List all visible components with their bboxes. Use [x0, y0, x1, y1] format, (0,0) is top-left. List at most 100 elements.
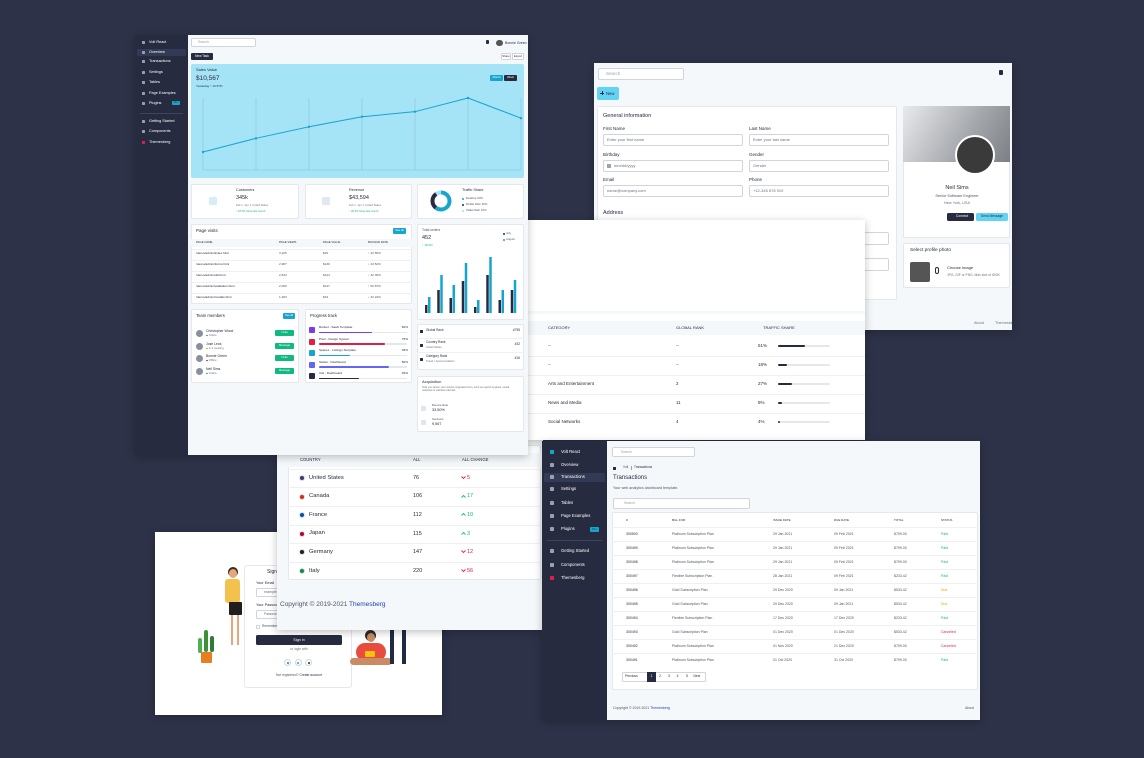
table-cell: $799.00	[894, 643, 907, 648]
table-cell: 31 Oct 2020	[834, 657, 854, 662]
member-action[interactable]	[275, 330, 294, 336]
see-all-button[interactable]	[283, 313, 295, 319]
table-cell: /demo/admin/forms.html	[196, 262, 230, 267]
export-button[interactable]	[512, 53, 524, 60]
nav-item[interactable]: Themesberg	[561, 575, 585, 581]
table-cell: Gold Subscription Plan	[672, 629, 708, 634]
nav-item[interactable]: Transactions	[561, 474, 585, 480]
page-link[interactable]: Next	[693, 674, 701, 679]
card-value: 452	[422, 234, 432, 241]
nav-item[interactable]: Plugins	[149, 100, 162, 105]
bell-icon	[999, 70, 1003, 75]
new-task-button[interactable]	[191, 53, 213, 60]
table-cell: $533.42	[894, 587, 907, 592]
table-cell: Platinum Subscription Plan	[672, 559, 714, 564]
search-box[interactable]	[191, 38, 256, 47]
progress-bar	[319, 354, 350, 356]
table-cell: 09 Jan 2021	[834, 601, 854, 606]
card-title: Sales Value	[196, 66, 218, 72]
input[interactable]	[749, 160, 889, 172]
footer-link[interactable]: Themesberg	[995, 320, 1012, 325]
nav-item[interactable]: Settings	[561, 486, 577, 492]
page-link[interactable]: 2	[659, 674, 661, 679]
table-cell: Flexible Subscription Plan	[672, 573, 713, 578]
copyright: Copyright © 2019-2021	[280, 601, 349, 609]
photo-thumb	[910, 262, 930, 282]
checkbox[interactable]	[256, 625, 260, 629]
member-status: In a meeting	[208, 346, 224, 350]
create-account-link[interactable]: Create account	[299, 673, 322, 678]
nav-active	[544, 472, 605, 482]
brand-link[interactable]: Themesberg	[650, 705, 670, 710]
nav-item[interactable]: Transactions	[149, 58, 171, 63]
progress-track	[778, 364, 830, 366]
signin-button[interactable]	[256, 635, 342, 645]
project-name: Pixel - Design System	[319, 336, 350, 341]
nav-item[interactable]: Themesberg	[149, 139, 171, 144]
page-link[interactable]: 4	[676, 674, 679, 679]
member-action[interactable]	[275, 355, 294, 361]
see-all-button[interactable]	[393, 228, 406, 234]
table-cell: $799.00	[894, 559, 907, 564]
nav-item[interactable]: Getting Started	[561, 548, 590, 554]
x-window: Volt React Overview Transactions Settings Ta…	[542, 441, 980, 720]
nav-item[interactable]: Tables	[149, 79, 160, 84]
new-button[interactable]	[597, 87, 619, 100]
page-link[interactable]: 5	[686, 674, 688, 679]
shirt	[225, 579, 240, 603]
nav-icon	[142, 80, 145, 84]
breadcrumb-item[interactable]: Volt	[623, 465, 629, 470]
table-search[interactable]	[613, 498, 750, 509]
nav-item[interactable]: Components	[149, 128, 171, 133]
input[interactable]	[603, 134, 743, 146]
nav-item[interactable]: Overview	[561, 462, 579, 468]
nav-item[interactable]: Tables	[561, 500, 574, 506]
input[interactable]	[603, 185, 743, 197]
member-action[interactable]	[275, 343, 294, 349]
nav-icon	[550, 563, 554, 567]
input[interactable]	[603, 160, 743, 172]
toggle-week[interactable]	[504, 75, 517, 81]
social-icon	[286, 661, 289, 664]
toggle-month[interactable]	[490, 75, 503, 81]
footer-link[interactable]: About	[974, 320, 984, 325]
c-window: COUNTRY ALL ALL CHANGE United States 76 5 Cana…	[277, 440, 543, 630]
sales-point	[360, 115, 364, 118]
nav-item[interactable]: Volt React	[149, 39, 167, 44]
search-box[interactable]	[598, 68, 684, 80]
page-link[interactable]: 1	[650, 674, 653, 679]
pagination	[622, 672, 706, 682]
nav-item[interactable]: Settings	[149, 69, 163, 74]
input[interactable]	[749, 134, 889, 146]
brand-link[interactable]: Themesberg	[349, 601, 386, 609]
search-box[interactable]	[612, 447, 695, 457]
nav-item[interactable]: Page Examples	[149, 90, 176, 95]
page-link[interactable]: 3	[668, 674, 670, 679]
table-cell: Platinum Subscription Plan	[672, 531, 714, 536]
footer-link[interactable]: About	[965, 705, 975, 710]
nav-item[interactable]: Page Examples	[561, 513, 591, 519]
table-cell: 29 Jan 2021	[773, 559, 793, 564]
nav-item[interactable]: Volt React	[561, 449, 581, 455]
member-action[interactable]	[275, 368, 294, 374]
nav-item[interactable]: Components	[561, 562, 585, 568]
connect-button[interactable]	[947, 213, 974, 221]
share-button[interactable]	[501, 53, 511, 60]
column-header: TOTAL	[894, 518, 904, 523]
progress-track	[319, 354, 407, 356]
table-cell: 300500	[626, 531, 638, 536]
column-header: TRAFFIC SHARE	[763, 324, 795, 330]
sales-point	[466, 96, 470, 100]
message-button[interactable]	[976, 213, 1008, 221]
share-label: 4%	[758, 419, 765, 425]
input[interactable]	[749, 185, 889, 197]
nav-item[interactable]: Overview	[149, 49, 165, 54]
toggle-label: Week	[506, 75, 515, 80]
nav-item[interactable]: Plugins	[561, 526, 575, 532]
table-cell: /demo/admin/index.html	[196, 251, 229, 256]
nav-item[interactable]: Getting Started	[149, 118, 175, 123]
progress-bar	[778, 402, 783, 404]
page-link[interactable]: Previous	[625, 674, 638, 679]
change-value: 3	[467, 530, 471, 537]
table-cell: 01 Dec 2020	[773, 629, 793, 634]
